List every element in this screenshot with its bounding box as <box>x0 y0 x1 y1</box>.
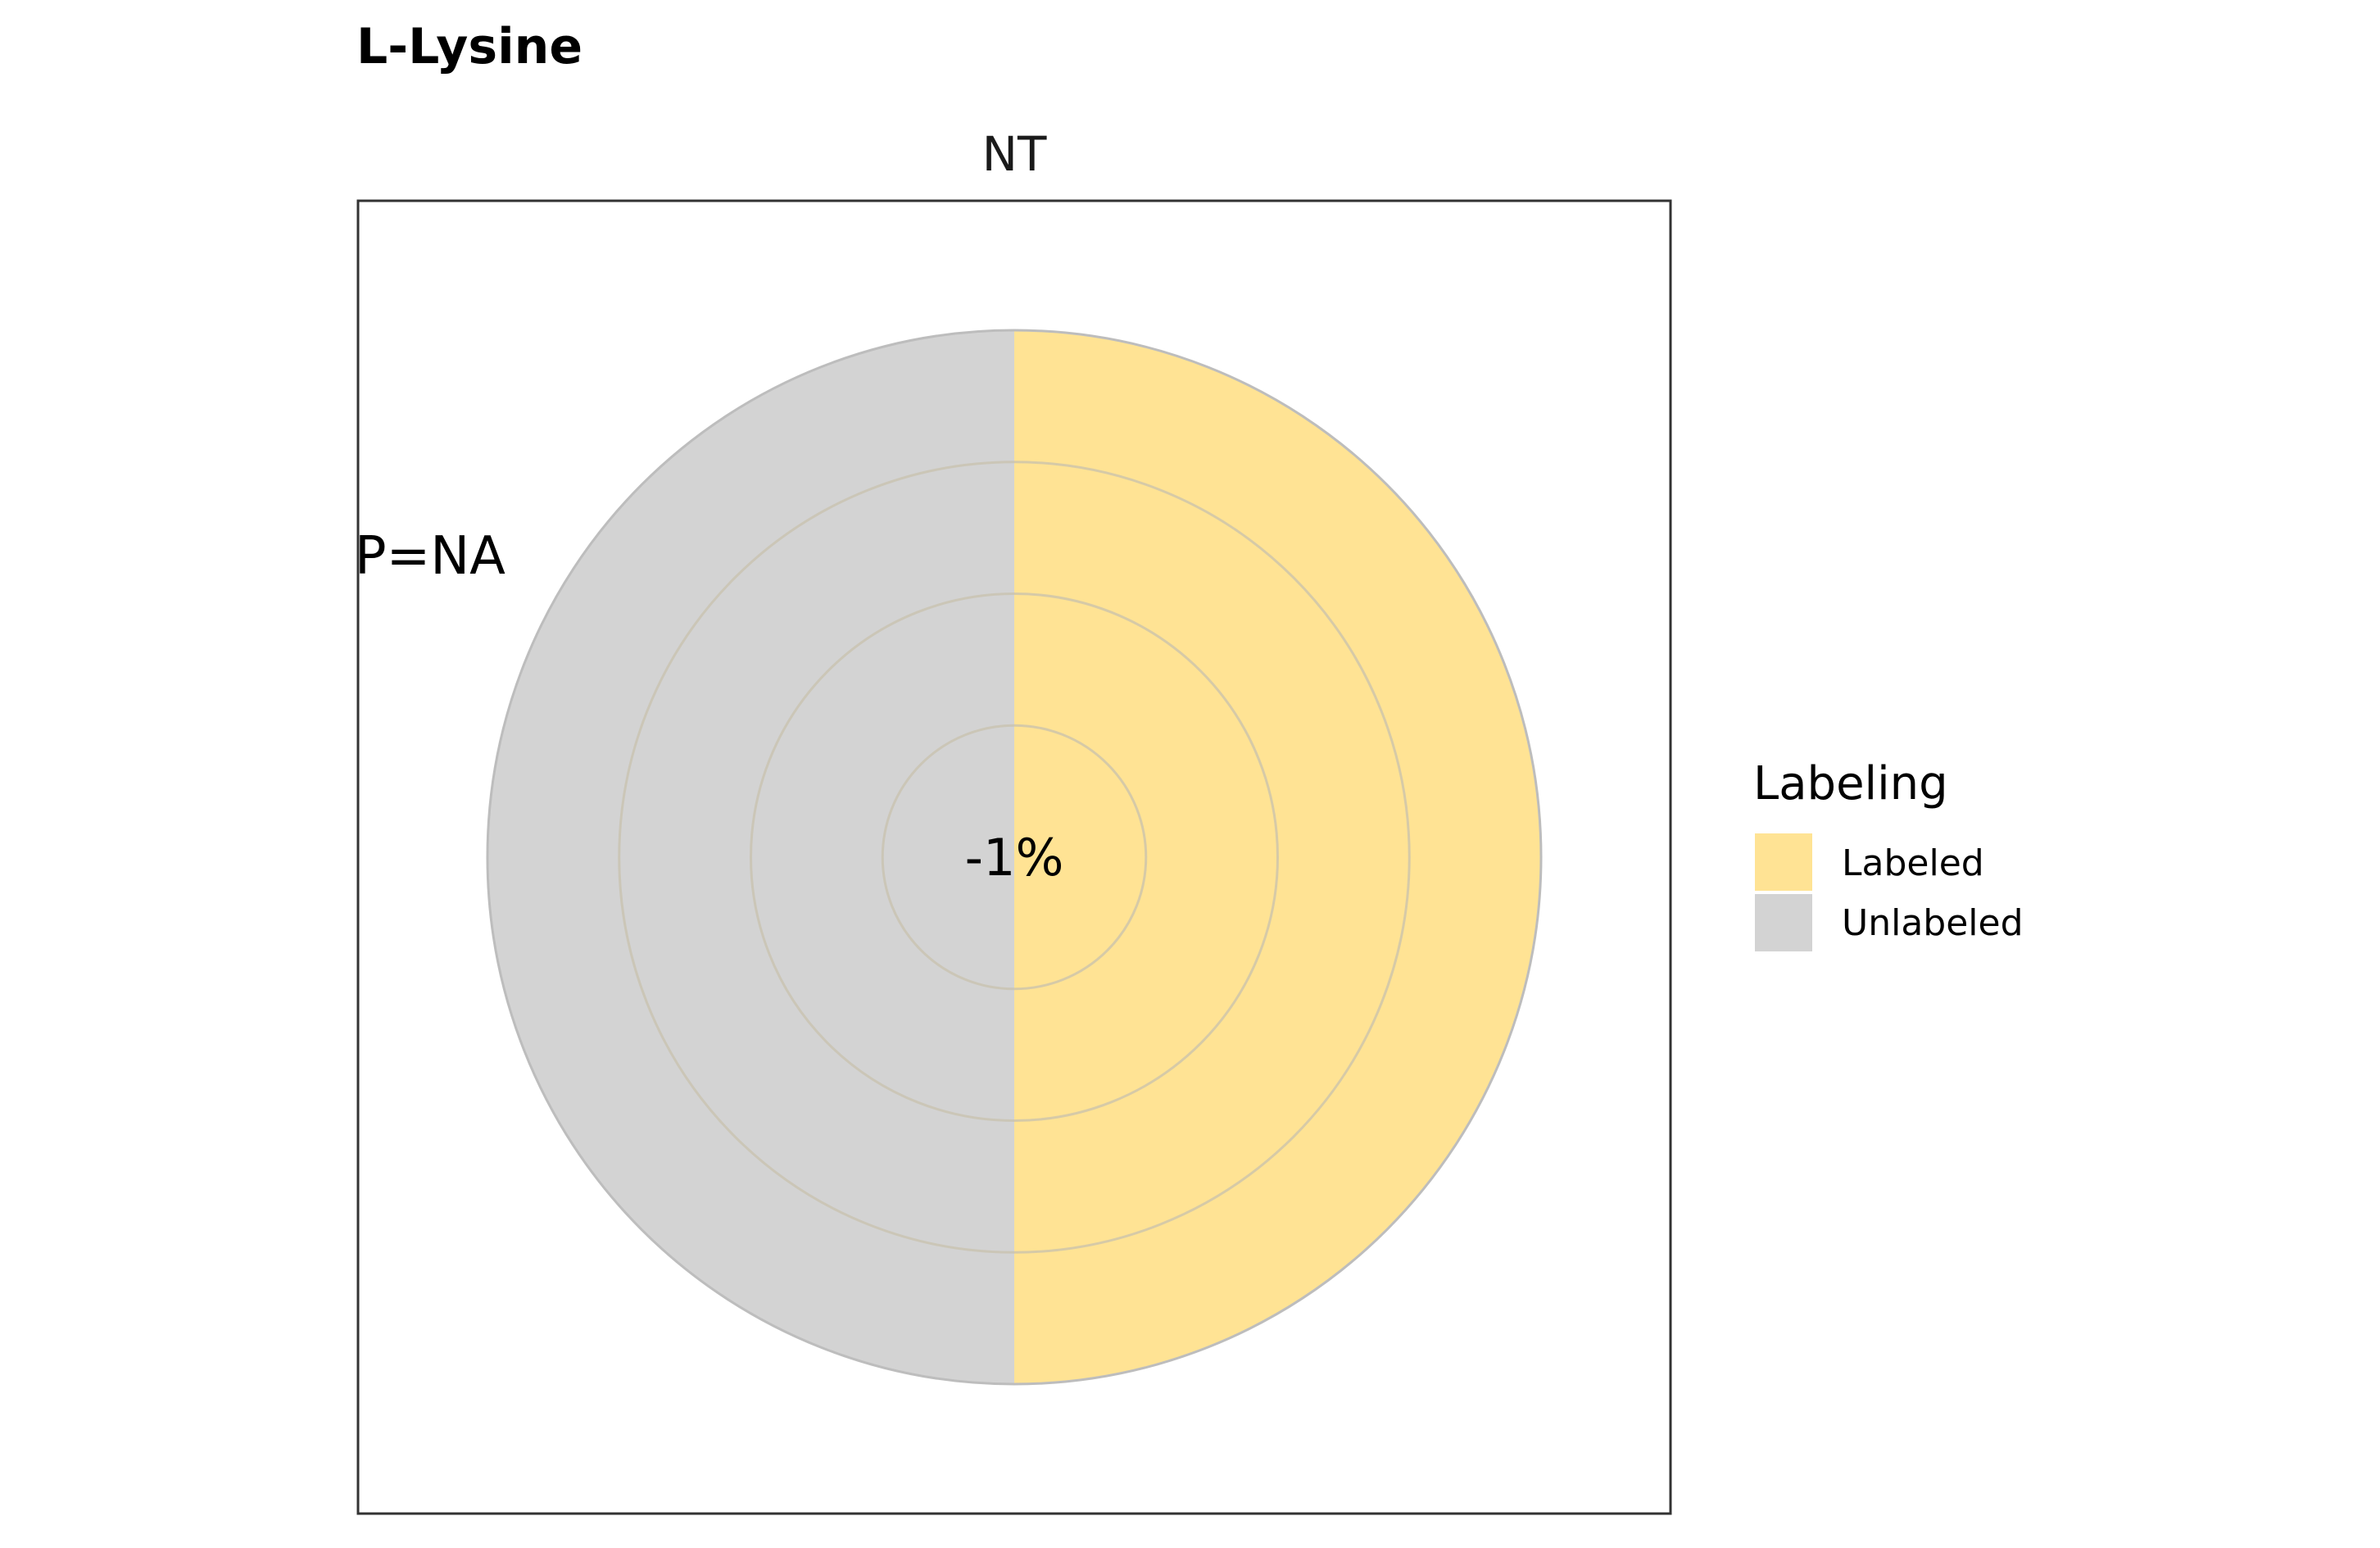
polar-grid <box>618 461 1411 1254</box>
legend: Labeling Labeled Unlabeled <box>1753 757 2024 951</box>
grid-ring-3 <box>618 461 1411 1254</box>
grid-ring-1 <box>881 724 1148 991</box>
legend-label-unlabeled: Unlabeled <box>1842 902 2024 944</box>
p-value-annotation: P=NA <box>355 526 505 587</box>
chart-title: L-Lysine <box>356 18 583 75</box>
legend-swatch-unlabeled <box>1755 894 1812 951</box>
legend-label-labeled: Labeled <box>1842 842 1984 884</box>
legend-title: Labeling <box>1753 757 1948 810</box>
facet-label: NT <box>982 126 1047 182</box>
pie-outline <box>486 329 1543 1386</box>
center-label: -1% <box>965 828 1064 887</box>
grid-ring-2 <box>750 592 1279 1122</box>
legend-swatch-labeled <box>1755 833 1812 891</box>
